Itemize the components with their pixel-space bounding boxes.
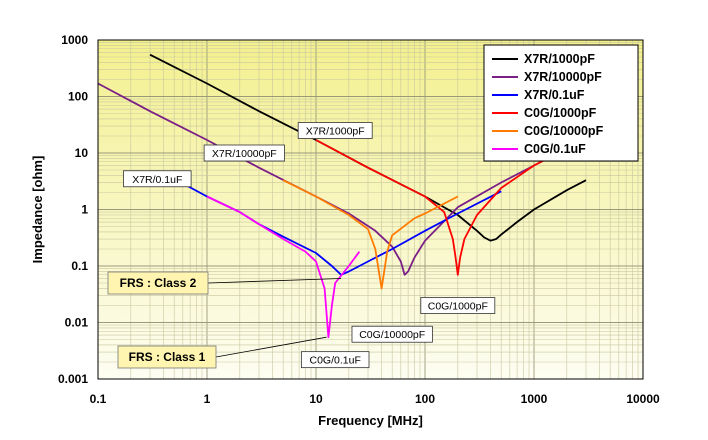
y-tick-label: 0.001	[58, 372, 88, 386]
annotation-text: X7R/0.1uF	[132, 174, 182, 186]
annotation-label: C0G/0.1uF	[300, 351, 370, 369]
legend: X7R/1000pF X7R/10000pF X7R/0.1uF C0G/1000pF…	[483, 44, 639, 162]
annotation-box	[300, 351, 370, 369]
y-tick-label: 0.1	[71, 259, 88, 273]
annotation-box	[351, 325, 433, 343]
y-tick-label: 1	[81, 203, 88, 217]
frs-callout: FRS : Class 1	[117, 336, 327, 369]
series-line	[282, 179, 459, 290]
annotation-label: X7R/1000pF	[297, 122, 373, 139]
legend-entry: X7R/0.1uF	[492, 88, 585, 102]
series-line	[149, 53, 587, 242]
y-axis-title: Impedance [ohm]	[30, 156, 45, 264]
legend-box	[483, 44, 639, 162]
legend-label: C0G/10000pF	[524, 124, 604, 138]
callout-leader	[207, 278, 342, 284]
legend-label: X7R/1000pF	[524, 52, 595, 66]
y-tick-labels: 0.001 0.01 0.1 1 10 100 1000	[58, 33, 88, 386]
x-tick-label: 1000	[521, 392, 548, 406]
annotation-box	[123, 170, 192, 188]
legend-label: X7R/10000pF	[524, 70, 602, 84]
x-tick-label: 0.1	[90, 392, 107, 406]
y-tick-label: 100	[68, 90, 88, 104]
callout-box	[117, 345, 217, 369]
annotation-text: C0G/1000pF	[428, 300, 488, 312]
series-line	[97, 82, 587, 276]
callout-leader	[215, 336, 327, 358]
callout-box	[107, 271, 209, 295]
annotation-text: X7R/1000pF	[306, 126, 365, 138]
legend-entry: X7R/10000pF	[492, 70, 602, 84]
legend-entry: X7R/1000pF	[492, 52, 595, 66]
legend-entry: C0G/10000pF	[492, 124, 604, 138]
x-axis-title: Frequency [MHz]	[318, 413, 423, 428]
annotation-text: C0G/0.1uF	[310, 355, 361, 367]
annotation-box	[420, 297, 496, 314]
y-tick-label: 1000	[61, 33, 88, 47]
plot-border	[97, 39, 644, 380]
frs-callouts: FRS : Class 2 FRS : Class 1	[107, 271, 342, 369]
x-tick-label: 10	[309, 392, 323, 406]
callout-text: FRS : Class 2	[120, 276, 197, 290]
annotation-label: X7R/10000pF	[203, 144, 285, 162]
legend-label: C0G/0.1uF	[524, 142, 586, 156]
legend-entry: C0G/1000pF	[492, 106, 597, 120]
annotation-text: C0G/10000pF	[359, 329, 425, 341]
legend-label: X7R/0.1uF	[524, 88, 585, 102]
frs-callout: FRS : Class 2	[107, 271, 342, 295]
curve-annotations: X7R/1000pF X7R/10000pF X7R/0.1uF C0G/1000pF…	[123, 122, 496, 369]
legend-label: C0G/1000pF	[524, 106, 597, 120]
annotation-box	[203, 144, 285, 162]
legend-entry: C0G/0.1uF	[492, 142, 586, 156]
annotation-label: C0G/10000pF	[351, 325, 433, 343]
x-tick-label: 1	[204, 392, 211, 406]
annotation-text: X7R/10000pF	[212, 148, 277, 160]
x-tick-label: 100	[415, 392, 435, 406]
x-tick-label: 10000	[626, 392, 660, 406]
annotation-label: X7R/0.1uF	[123, 170, 192, 188]
series-line	[315, 137, 587, 276]
series-line	[206, 195, 361, 339]
annotation-label: C0G/1000pF	[420, 297, 496, 314]
y-tick-label: 10	[75, 146, 89, 160]
callout-text: FRS : Class 1	[129, 350, 206, 364]
series-lines	[97, 53, 587, 339]
y-tick-label: 0.01	[65, 316, 89, 330]
x-tick-labels: 0.1 1 10 100 1000 10000	[90, 392, 660, 406]
annotation-box	[297, 122, 373, 139]
